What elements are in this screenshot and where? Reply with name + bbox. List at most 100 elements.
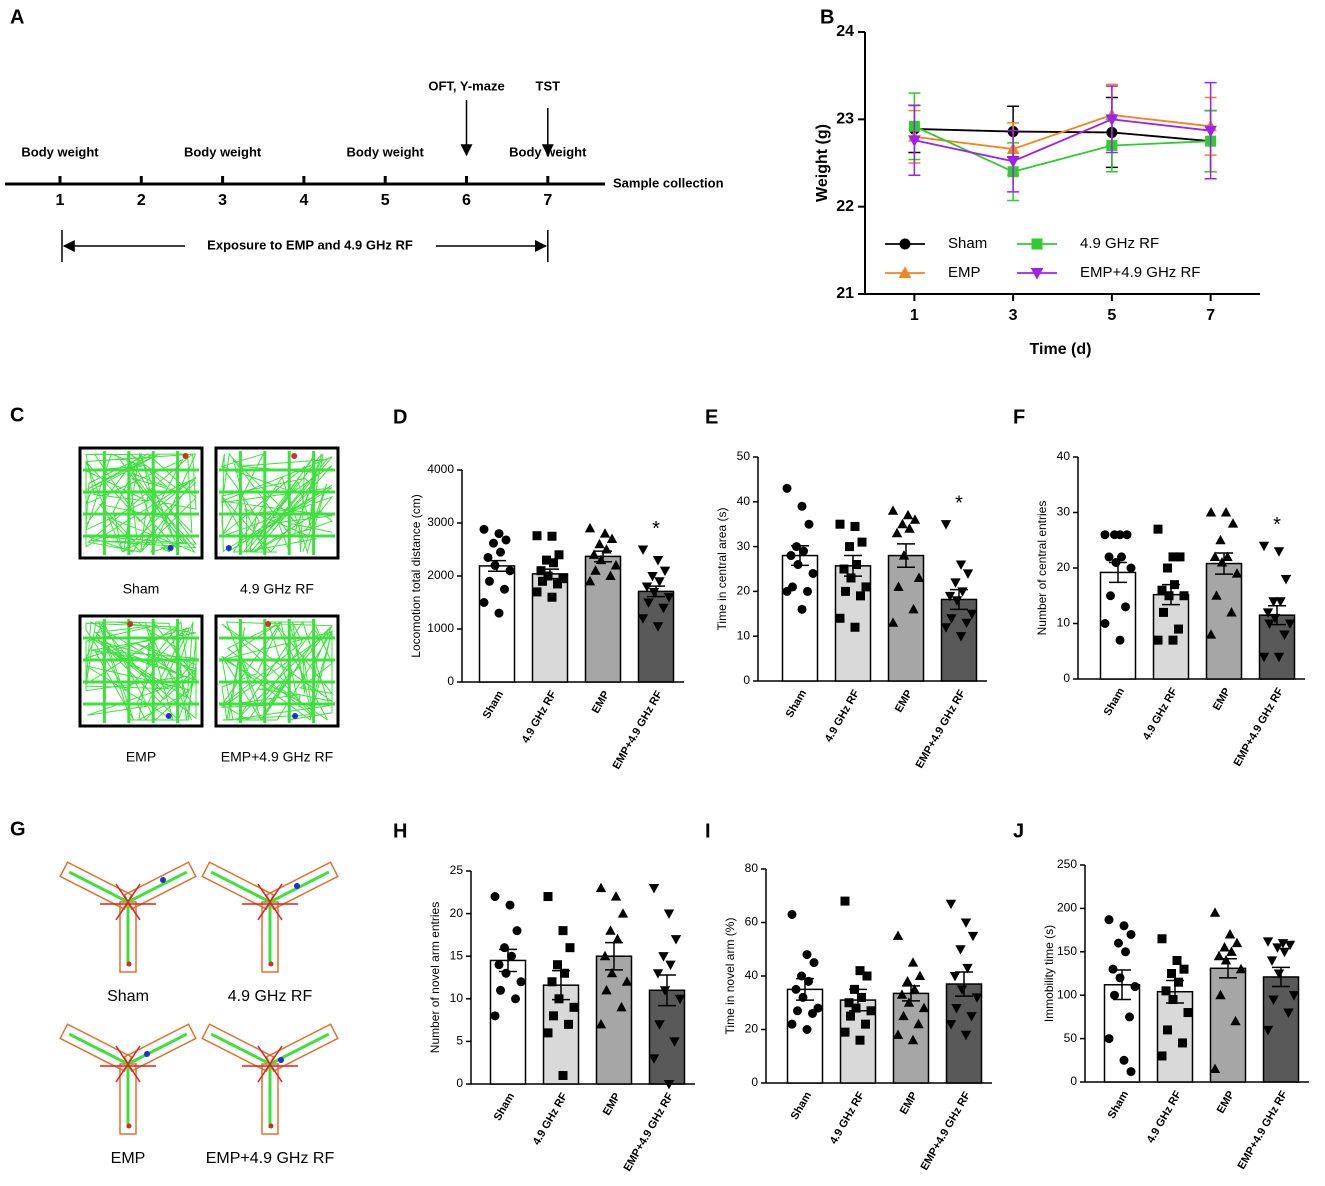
maze-track: [68, 1032, 129, 1066]
data-point: [892, 930, 904, 940]
data-point: [861, 1019, 870, 1029]
start-dot: [126, 1123, 132, 1129]
data-point: [1168, 995, 1178, 1005]
data-point: [1209, 1063, 1221, 1074]
data-point: [797, 501, 807, 511]
maze-label: Sham: [107, 988, 149, 1005]
start-dot: [182, 453, 189, 459]
marker: [908, 135, 921, 147]
data-point: [1284, 940, 1296, 951]
data-point: [1108, 964, 1118, 974]
data-point: [1215, 534, 1226, 545]
data-point: [913, 1018, 924, 1029]
data-point: [496, 547, 505, 557]
data-point: [1106, 591, 1115, 601]
maze-track: [127, 1032, 188, 1066]
data-point: [1100, 619, 1110, 628]
marker: [1006, 156, 1020, 168]
track-path: [84, 452, 198, 554]
data-point: [670, 935, 682, 945]
start-dot: [127, 621, 134, 627]
data-point: [1219, 942, 1230, 952]
y-tick-label: 30: [1057, 505, 1071, 519]
data-point: [621, 976, 633, 986]
legend-marker: [1031, 238, 1043, 250]
data-point: [808, 1008, 817, 1018]
data-point: [804, 976, 813, 986]
data-point: [516, 977, 526, 987]
data-point: [599, 528, 611, 538]
y-tick-label: 21: [836, 285, 854, 302]
y-tick-label: 40: [737, 494, 751, 508]
data-point: [945, 1020, 957, 1030]
maze-track: [210, 1032, 271, 1066]
data-point: [1121, 602, 1130, 612]
data-point: [896, 989, 908, 999]
data-point: [855, 1035, 865, 1045]
x-tick-label: EMP+4.9 GHz RF: [622, 1091, 677, 1174]
data-point: [960, 918, 972, 928]
data-point: [835, 613, 845, 623]
data-point: [786, 551, 796, 561]
data-point: [1227, 518, 1239, 528]
data-point: [564, 1019, 573, 1029]
data-point: [641, 582, 653, 592]
data-point: [1111, 557, 1121, 567]
y-tick-label: 15: [450, 948, 464, 962]
arena-label: EMP: [126, 749, 156, 765]
data-point: [850, 622, 860, 632]
data-point: [793, 1006, 802, 1016]
data-point: [898, 550, 910, 560]
data-point: [966, 1012, 977, 1022]
x-tick-label: EMP+4.9 GHz RF: [611, 689, 666, 772]
data-point: [798, 992, 808, 1002]
y-axis-label: Immobility time (s): [1042, 925, 1056, 1022]
data-point: [588, 549, 600, 559]
data-point: [547, 531, 557, 541]
x-tick-label: 4.9 GHz RF: [1145, 1089, 1185, 1146]
maze-label: EMP+4.9 GHz RF: [206, 1150, 335, 1167]
x-tick-label: 5: [1107, 307, 1116, 324]
x-tick-label: EMP+4.9 GHz RF: [914, 688, 969, 771]
data-point: [479, 598, 489, 607]
data-point: [594, 538, 605, 549]
data-point: [511, 994, 520, 1004]
y-tick-label: 80: [745, 861, 759, 875]
x-tick-label: EMP+4.9 GHz RF: [919, 1090, 974, 1173]
data-point: [1268, 995, 1279, 1005]
data-point: [856, 591, 865, 601]
data-point: [802, 1025, 812, 1034]
day-label: 1: [56, 192, 65, 209]
data-point: [494, 608, 504, 618]
data-point: [601, 984, 612, 995]
data-point: [971, 993, 983, 1003]
event-label: Body weight: [184, 144, 262, 159]
data-point: [549, 1011, 558, 1021]
open-field-track: [78, 446, 204, 560]
data-point: [532, 587, 542, 597]
y-axis-label: Time in novel arm (%): [723, 918, 737, 1035]
x-tick-label: EMP: [1215, 1089, 1237, 1116]
bar: [1103, 984, 1141, 1083]
panel-letter: E: [705, 406, 718, 428]
data-point: [601, 544, 612, 554]
data-point: [547, 977, 557, 987]
significance: *: [955, 492, 963, 514]
data-point: [1161, 986, 1171, 996]
end-dot: [278, 1057, 284, 1063]
x-tick-label: 4.9 GHz RF: [823, 688, 863, 745]
data-point: [490, 560, 500, 570]
data-point: [1117, 552, 1126, 562]
data-point: [791, 984, 801, 994]
y-tick-label: 40: [745, 968, 759, 982]
data-point: [616, 1001, 627, 1012]
data-point: [1164, 591, 1174, 601]
data-point: [669, 1037, 680, 1047]
y-tick-label: 25: [450, 863, 464, 877]
data-point: [501, 968, 511, 978]
data-point: [543, 892, 553, 902]
data-point: [1110, 530, 1119, 540]
maze-label: EMP: [111, 1150, 146, 1167]
data-point: [808, 568, 818, 578]
maze-track: [68, 870, 129, 904]
